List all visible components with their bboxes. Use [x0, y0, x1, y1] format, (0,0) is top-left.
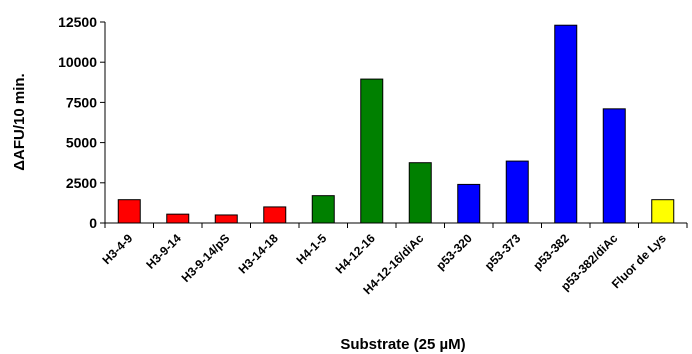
bar-h4-1-5: [311, 195, 335, 224]
y-tick-label: 0: [89, 215, 97, 231]
x-tick-label: H3-9-14: [143, 231, 184, 272]
x-tick-label: p53-382: [530, 231, 572, 273]
x-tick-label: H3-4-9: [100, 231, 136, 267]
chart-axes: [104, 22, 687, 224]
bars: [117, 24, 675, 224]
y-tick-label: 12500: [58, 14, 97, 30]
y-tick-label: 10000: [58, 54, 97, 70]
bar-h4-12-16-diac: [408, 162, 432, 224]
bar-h3-9-14-ps: [214, 214, 238, 224]
y-tick-label: 7500: [66, 94, 97, 110]
bar-h4-12-16: [360, 78, 384, 224]
x-tick-label: H4-12-16: [333, 231, 379, 277]
y-tick-label: 2500: [66, 175, 97, 191]
bar-p53-382-diac: [602, 108, 626, 224]
bar-h3-9-14: [166, 213, 190, 224]
x-tick-label: H4-1-5: [294, 231, 330, 267]
x-axis-title: Substrate (25 µM): [340, 336, 465, 353]
x-tick-label: p53-320: [433, 231, 475, 273]
bar-p53-382: [554, 24, 578, 224]
bar-fluor-de-lys: [651, 199, 675, 224]
y-tick-label: 5000: [66, 135, 97, 151]
x-tick-label: H3-14-18: [236, 231, 282, 277]
x-tick-label: H3-9-14/pS: [179, 231, 233, 285]
x-tick-label: p53-373: [482, 231, 524, 273]
y-axis-title: ΔAFU/10 min.: [11, 73, 28, 170]
bar-p53-320: [457, 183, 481, 224]
bar-p53-373: [505, 160, 529, 224]
bar-h3-14-18: [263, 206, 287, 224]
y-ticks: 0 2500 5000 7500 10000 12500: [58, 14, 105, 231]
bar-h3-4-9: [117, 199, 141, 224]
